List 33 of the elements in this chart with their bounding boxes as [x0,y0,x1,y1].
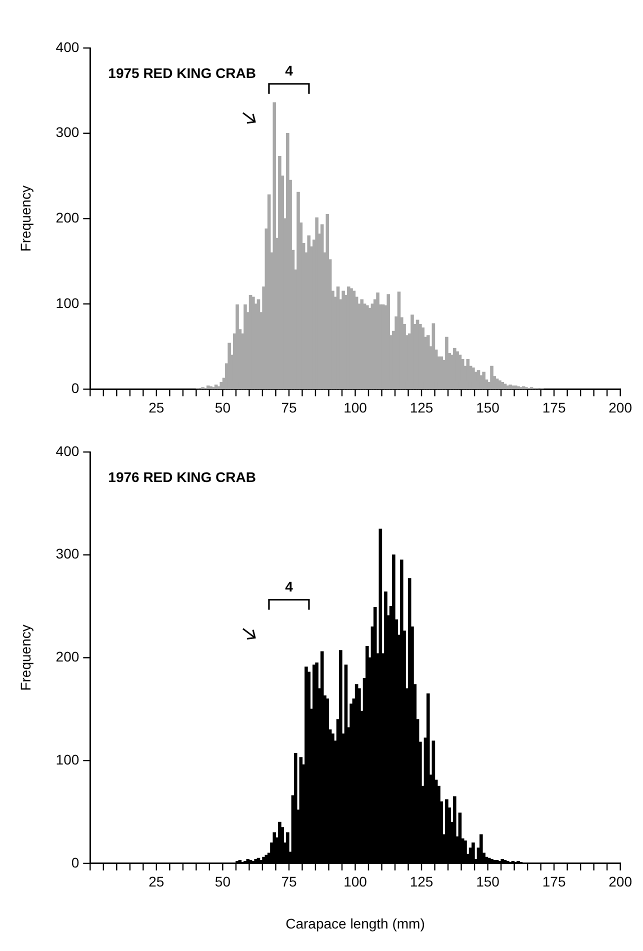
x-tick-label: 175 [542,874,566,890]
y-tick-label: 400 [56,442,80,459]
x-tick-label: 75 [281,399,297,416]
annotation: 4 [285,62,294,79]
x-tick-label: 150 [476,874,500,890]
x-tick-label: 25 [148,399,164,416]
x-tick-label: 50 [214,874,231,890]
y-axis-title: Frequency [17,624,34,691]
x-tick-label: 100 [344,874,368,890]
text: 1976 RED KING CRAB [108,468,256,485]
x-tick-label: 200 [608,874,632,890]
y-tick-label: 400 [56,38,80,55]
x-tick-label: 75 [281,874,297,890]
text: 1975 RED KING CRAB [108,64,256,81]
annotation: 4 [285,578,294,595]
x-tick-label: 25 [148,874,164,890]
y-tick-label: 0 [71,380,80,396]
x-tick-label: 100 [344,399,368,416]
y-tick-label: 0 [71,854,80,870]
y-tick-label: 100 [56,294,80,311]
y-tick-label: 300 [56,546,80,562]
y-tick-label: 300 [56,124,80,140]
y-tick-label: 100 [56,751,80,768]
y-axis-title: Frequency [17,186,34,252]
x-tick-label: 200 [608,399,632,416]
x-tick-label: 125 [410,874,434,890]
x-tick-label: 150 [476,399,500,416]
y-tick-label: 200 [56,209,80,226]
x-tick-label: 175 [542,399,566,416]
y-tick-label: 200 [56,648,80,665]
x-tick-label: 125 [410,399,434,416]
x-axis-title: Carapace length (mm) [286,915,425,932]
x-tick-label: 50 [214,399,231,416]
